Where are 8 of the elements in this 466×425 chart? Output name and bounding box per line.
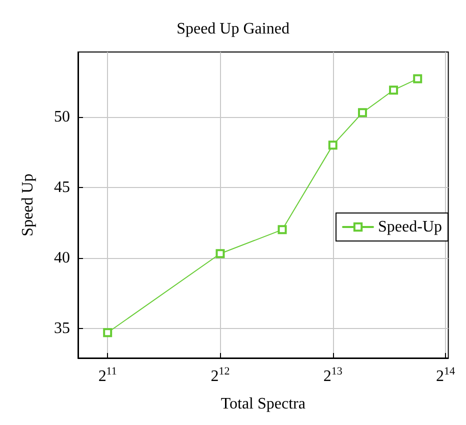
y-tick-label: 45 [54, 178, 70, 196]
y-tick-label: 35 [54, 320, 70, 337]
y-tick-label: 40 [54, 249, 70, 266]
y-tick-label: 50 [54, 108, 70, 126]
x-axis-title: Total Spectra [220, 396, 306, 412]
legend-label: Speed-Up [378, 218, 442, 236]
y-axis-title: Speed Up [20, 174, 36, 236]
chart-title: Speed Up Gained [176, 20, 290, 38]
